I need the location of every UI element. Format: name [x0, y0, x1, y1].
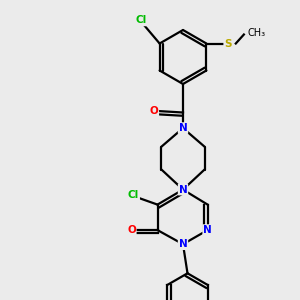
Text: O: O: [127, 225, 136, 235]
Text: Cl: Cl: [128, 190, 139, 200]
Text: O: O: [149, 106, 158, 116]
Text: CH₃: CH₃: [248, 28, 266, 38]
Text: S: S: [224, 38, 232, 49]
Text: N: N: [178, 123, 188, 133]
Text: N: N: [203, 225, 212, 235]
Text: N: N: [178, 184, 188, 195]
Text: Cl: Cl: [136, 15, 147, 26]
Text: N: N: [178, 239, 188, 249]
